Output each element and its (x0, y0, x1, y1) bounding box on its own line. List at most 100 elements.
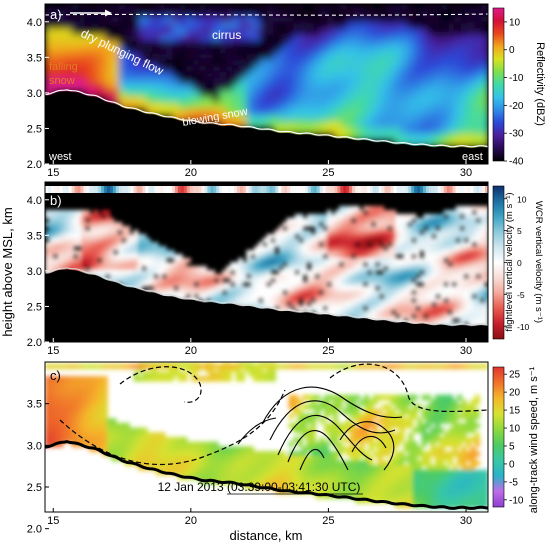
reflectivity-cell (219, 59, 228, 67)
wind-speed-cell (452, 399, 458, 405)
wind-speed-cell (293, 455, 299, 462)
reflectivity-cell (239, 28, 248, 36)
colorbar-tick-label: 10 (517, 194, 527, 204)
flight-level-velocity-cell (201, 186, 205, 193)
wind-speed-cell (421, 483, 427, 490)
wind-speed-cell (288, 455, 294, 462)
velocity-cell (137, 274, 143, 279)
wind-speed-cell (434, 413, 440, 420)
velocity-cell (294, 274, 300, 279)
reflectivity-cell (118, 77, 127, 85)
reflectivity-cell (98, 59, 107, 67)
wind-speed-cell (426, 432, 432, 438)
flight-level-velocity-cell (375, 186, 380, 193)
velocity-cell (451, 226, 457, 231)
wind-speed-cell (368, 479, 374, 485)
wind-speed-cell (89, 408, 95, 415)
velocity-cell (194, 286, 199, 291)
velocity-cell (467, 318, 473, 323)
velocity-cell (274, 290, 280, 295)
reflectivity-cell (447, 47, 456, 55)
reflectivity-cell (434, 96, 442, 104)
reflectivity-cell (414, 96, 422, 104)
wind-speed-cell (395, 394, 401, 401)
reflectivity-cell (347, 133, 355, 141)
reflectivity-cell (226, 22, 234, 30)
reflectivity-cell (340, 28, 348, 36)
reflectivity-cell (165, 96, 174, 104)
velocity-cell (234, 286, 240, 291)
wind-speed-cell (288, 483, 294, 490)
wind-speed-cell (328, 404, 334, 410)
reflectivity-cell (347, 102, 355, 110)
velocity-cell (49, 246, 54, 251)
reflectivity-cell (300, 53, 308, 61)
wind-speed-cell (235, 465, 241, 471)
wind-speed-cell (200, 455, 206, 462)
wind-speed-cell (279, 465, 285, 471)
wind-speed-cell (337, 479, 343, 485)
wind-speed-cell (350, 408, 356, 415)
velocity-cell (471, 314, 477, 319)
reflectivity-cell (186, 90, 194, 98)
reflectivity-cell (414, 102, 422, 110)
velocity-cell (290, 246, 296, 251)
velocity-cell (459, 254, 465, 259)
velocity-cell (363, 310, 368, 315)
wind-speed-cell (346, 404, 352, 410)
velocity-cell (274, 262, 280, 267)
reflectivity-cell (259, 71, 268, 79)
wind-speed-cell (257, 376, 263, 382)
velocity-cell (475, 306, 481, 311)
wind-speed-cell (284, 469, 290, 476)
wind-speed-cell (98, 432, 104, 438)
wind-speed-cell (195, 460, 201, 466)
wind-speed-cell (270, 483, 277, 490)
velocity-cell (343, 222, 348, 227)
reflectivity-cell (253, 120, 261, 129)
reflectivity-cell (286, 16, 295, 24)
velocity-cell (371, 226, 376, 231)
velocity-cell (431, 310, 437, 315)
wind-speed-cell (359, 483, 365, 490)
velocity-cell (326, 274, 332, 279)
panel-b-terrain-line (45, 267, 488, 326)
velocity-cell (355, 226, 360, 231)
reflectivity-cell (159, 40, 167, 49)
velocity-cell (484, 214, 488, 219)
reflectivity-cell (340, 108, 348, 116)
reflectivity-cell (434, 34, 442, 42)
reflectivity-cell (179, 59, 187, 67)
wind-speed-cell (155, 441, 161, 448)
reflectivity-cell (186, 53, 194, 61)
reflectivity-cell (474, 102, 483, 110)
wind-speed-cell (430, 413, 436, 420)
reflectivity-cell (394, 4, 402, 12)
reflectivity-cell (300, 84, 308, 92)
wind-speed-cell (403, 422, 409, 429)
wind-speed-cell (372, 479, 378, 485)
velocity-cell (238, 278, 244, 283)
velocity-cell (149, 262, 155, 267)
wind-speed-cell (332, 399, 339, 405)
velocity-cell (314, 266, 320, 271)
velocity-cell (190, 290, 195, 295)
velocity-cell (125, 226, 131, 231)
wind-speed-cell (124, 437, 130, 443)
velocity-cell (371, 218, 376, 223)
velocity-cell (387, 234, 393, 239)
velocity-cell (81, 270, 86, 275)
velocity-cell (153, 266, 159, 271)
reflectivity-cell (132, 10, 140, 18)
reflectivity-cell (306, 77, 315, 85)
wind-speed-cell (412, 483, 418, 490)
reflectivity-cell (353, 53, 362, 61)
velocity-cell (467, 290, 473, 295)
wind-speed-cell (182, 437, 188, 443)
wind-speed-cell (284, 465, 290, 471)
wind-speed-cell (377, 432, 383, 438)
velocity-cell (383, 274, 389, 279)
reflectivity-cell (300, 108, 308, 116)
reflectivity-cell (232, 84, 241, 92)
wind-speed-cell (377, 479, 383, 485)
